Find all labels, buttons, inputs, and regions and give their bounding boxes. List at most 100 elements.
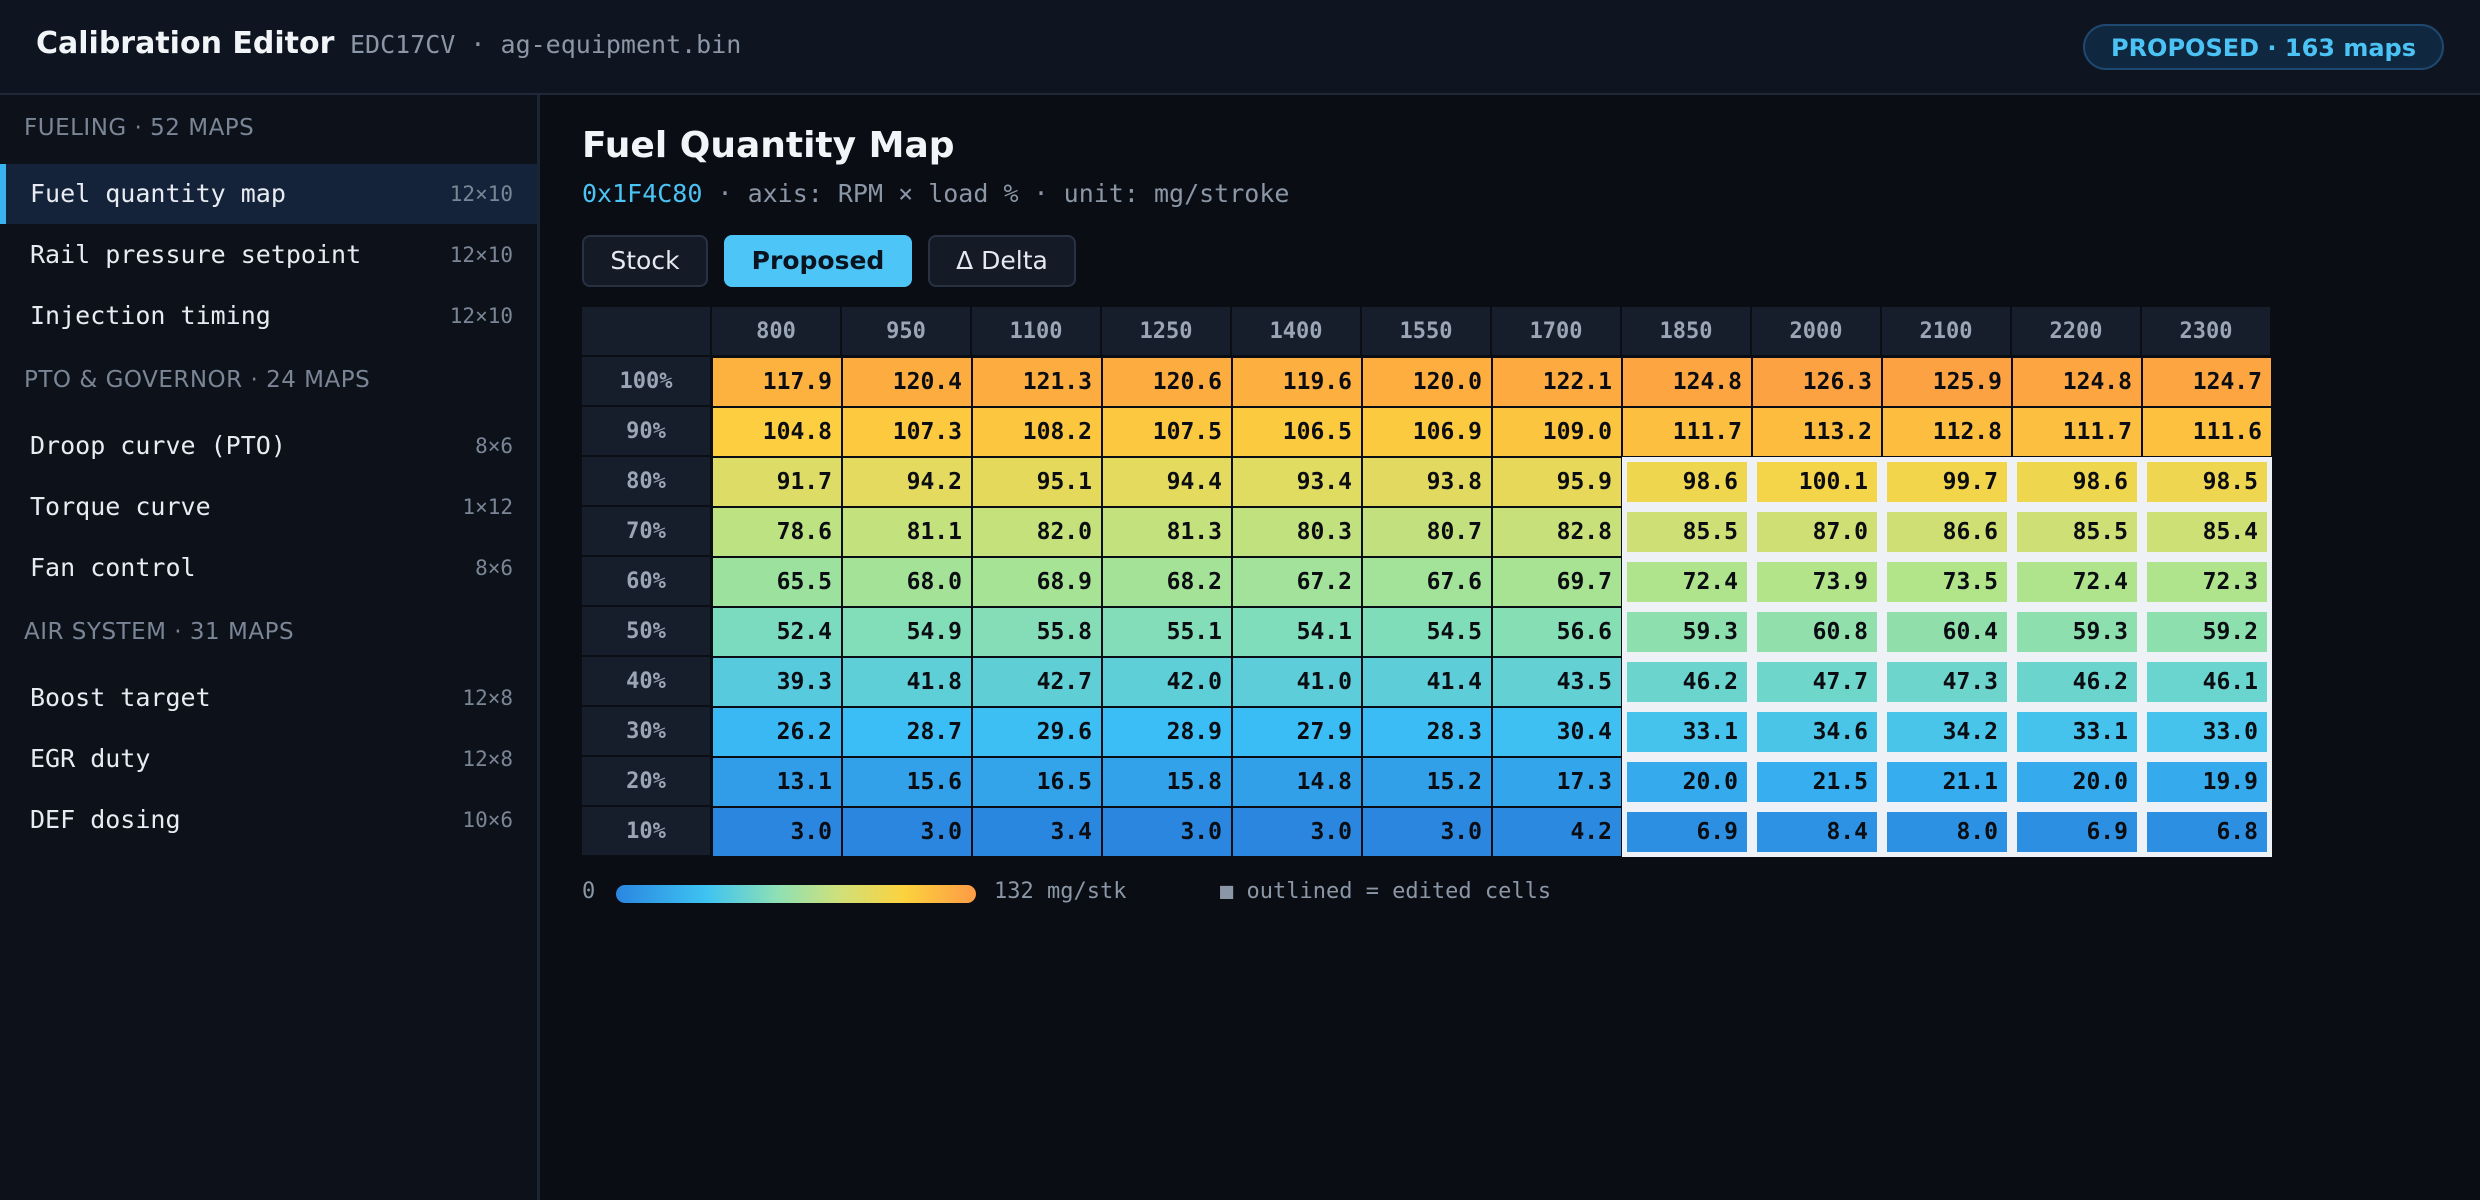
sidebar-item-fuel-quantity-map[interactable]: Fuel quantity map 12×10 [0,164,537,224]
delta-button[interactable]: Δ Delta [928,235,1076,287]
map-cell[interactable]: 85.5 [2012,507,2142,557]
map-cell[interactable]: 59.3 [2012,607,2142,657]
map-cell[interactable]: 42.7 [972,657,1102,707]
map-cell[interactable]: 8.0 [1882,807,2012,857]
map-cell[interactable]: 54.1 [1232,607,1362,657]
map-cell[interactable]: 6.8 [2142,807,2272,857]
map-cell[interactable]: 19.9 [2142,757,2272,807]
map-cell[interactable]: 106.5 [1232,407,1362,457]
stock-button[interactable]: Stock [582,235,708,287]
map-cell[interactable]: 56.6 [1492,607,1622,657]
map-cell[interactable]: 54.5 [1362,607,1492,657]
map-cell[interactable]: 6.9 [1622,807,1752,857]
map-cell[interactable]: 124.8 [1622,357,1752,407]
map-cell[interactable]: 59.2 [2142,607,2272,657]
map-cell[interactable]: 67.6 [1362,557,1492,607]
map-cell[interactable]: 15.8 [1102,757,1232,807]
map-cell[interactable]: 27.9 [1232,707,1362,757]
sidebar-item-droop-curve[interactable]: Droop curve (PTO) 8×6 [0,416,537,476]
map-cell[interactable]: 28.3 [1362,707,1492,757]
map-cell[interactable]: 33.0 [2142,707,2272,757]
map-cell[interactable]: 33.1 [1622,707,1752,757]
map-cell[interactable]: 60.8 [1752,607,1882,657]
map-cell[interactable]: 6.9 [2012,807,2142,857]
map-cell[interactable]: 20.0 [2012,757,2142,807]
map-cell[interactable]: 120.6 [1102,357,1232,407]
map-cell[interactable]: 34.2 [1882,707,2012,757]
sidebar-item-fan-control[interactable]: Fan control 8×6 [0,538,537,598]
map-cell[interactable]: 73.5 [1882,557,2012,607]
map-cell[interactable]: 3.0 [1362,807,1492,857]
map-cell[interactable]: 41.4 [1362,657,1492,707]
map-cell[interactable]: 8.4 [1752,807,1882,857]
map-cell[interactable]: 117.9 [712,357,842,407]
map-cell[interactable]: 122.1 [1492,357,1622,407]
map-cell[interactable]: 46.2 [1622,657,1752,707]
map-cell[interactable]: 3.0 [712,807,842,857]
map-cell[interactable]: 69.7 [1492,557,1622,607]
map-cell[interactable]: 41.0 [1232,657,1362,707]
map-cell[interactable]: 68.2 [1102,557,1232,607]
map-cell[interactable]: 93.8 [1362,457,1492,507]
map-cell[interactable]: 100.1 [1752,457,1882,507]
map-cell[interactable]: 42.0 [1102,657,1232,707]
map-cell[interactable]: 47.7 [1752,657,1882,707]
map-cell[interactable]: 81.1 [842,507,972,557]
map-cell[interactable]: 21.1 [1882,757,2012,807]
map-cell[interactable]: 55.8 [972,607,1102,657]
map-cell[interactable]: 82.8 [1492,507,1622,557]
map-cell[interactable]: 111.7 [2012,407,2142,457]
map-cell[interactable]: 80.3 [1232,507,1362,557]
map-cell[interactable]: 86.6 [1882,507,2012,557]
sidebar-item-injection-timing[interactable]: Injection timing 12×10 [0,286,537,346]
map-cell[interactable]: 54.9 [842,607,972,657]
map-cell[interactable]: 72.4 [1622,557,1752,607]
map-cell[interactable]: 111.7 [1622,407,1752,457]
map-cell[interactable]: 107.3 [842,407,972,457]
map-cell[interactable]: 3.0 [842,807,972,857]
map-cell[interactable]: 3.0 [1102,807,1232,857]
map-cell[interactable]: 68.9 [972,557,1102,607]
map-cell[interactable]: 81.3 [1102,507,1232,557]
map-cell[interactable]: 95.1 [972,457,1102,507]
map-cell[interactable]: 72.3 [2142,557,2272,607]
map-cell[interactable]: 80.7 [1362,507,1492,557]
map-cell[interactable]: 107.5 [1102,407,1232,457]
map-cell[interactable]: 85.4 [2142,507,2272,557]
map-cell[interactable]: 94.2 [842,457,972,507]
map-cell[interactable]: 28.7 [842,707,972,757]
proposed-button[interactable]: Proposed [724,235,912,287]
map-cell[interactable]: 21.5 [1752,757,1882,807]
map-cell[interactable]: 43.5 [1492,657,1622,707]
map-cell[interactable]: 14.8 [1232,757,1362,807]
map-cell[interactable]: 125.9 [1882,357,2012,407]
map-cell[interactable]: 98.6 [2012,457,2142,507]
map-cell[interactable]: 111.6 [2142,407,2272,457]
map-cell[interactable]: 17.3 [1492,757,1622,807]
map-cell[interactable]: 47.3 [1882,657,2012,707]
map-cell[interactable]: 119.6 [1232,357,1362,407]
map-cell[interactable]: 34.6 [1752,707,1882,757]
map-cell[interactable]: 16.5 [972,757,1102,807]
map-cell[interactable]: 46.1 [2142,657,2272,707]
map-cell[interactable]: 33.1 [2012,707,2142,757]
map-cell[interactable]: 85.5 [1622,507,1752,557]
map-cell[interactable]: 113.2 [1752,407,1882,457]
map-cell[interactable]: 15.6 [842,757,972,807]
map-cell[interactable]: 87.0 [1752,507,1882,557]
sidebar-item-def-dosing[interactable]: DEF dosing 10×6 [0,790,537,850]
map-cell[interactable]: 106.9 [1362,407,1492,457]
sidebar-item-boost-target[interactable]: Boost target 12×8 [0,668,537,728]
map-cell[interactable]: 120.4 [842,357,972,407]
map-cell[interactable]: 93.4 [1232,457,1362,507]
sidebar-item-torque-curve[interactable]: Torque curve 1×12 [0,477,537,537]
map-cell[interactable]: 65.5 [712,557,842,607]
map-cell[interactable]: 112.8 [1882,407,2012,457]
map-cell[interactable]: 28.9 [1102,707,1232,757]
map-cell[interactable]: 30.4 [1492,707,1622,757]
map-cell[interactable]: 20.0 [1622,757,1752,807]
map-cell[interactable]: 52.4 [712,607,842,657]
map-cell[interactable]: 60.4 [1882,607,2012,657]
map-cell[interactable]: 41.8 [842,657,972,707]
map-cell[interactable]: 29.6 [972,707,1102,757]
